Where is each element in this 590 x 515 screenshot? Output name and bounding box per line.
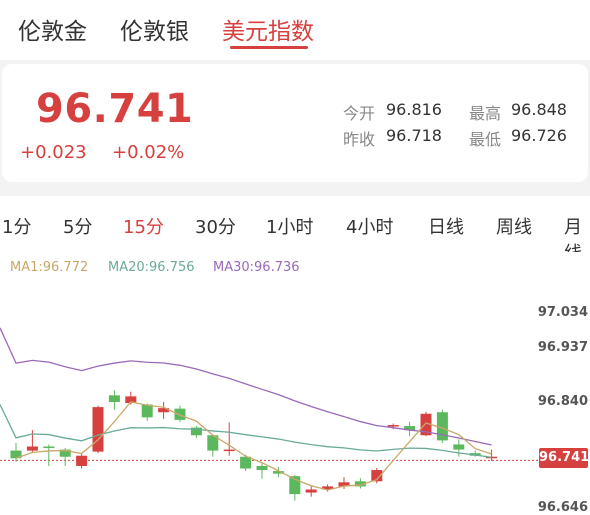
ma20-line [0,404,492,459]
period-15m[interactable]: 15分 [123,217,164,238]
candle-body [76,455,88,466]
candle-body [371,470,383,482]
period-weekly[interactable]: 周线 [496,217,532,238]
candle-body [404,426,416,431]
candle-body [10,450,22,459]
high-label: 最高 [469,104,502,123]
y-tick-label: 96.840 [537,394,588,409]
ma30-legend: MA30:96.736 [213,260,300,275]
candle-body [92,407,104,452]
open-label: 今开 [343,104,376,123]
prev-close-value: 96.718 [386,126,442,145]
period-daily[interactable]: 日线 [428,217,464,238]
ma1-line [15,401,492,491]
candle-body [436,412,448,441]
candle-body [256,465,268,471]
candle-body [190,427,202,436]
candle-body [289,476,301,495]
candle-body [354,481,366,487]
candle-body [108,395,120,402]
tab-london-gold[interactable]: 伦敦金 [18,19,87,45]
candle-body [338,482,350,487]
price-change: +0.023 [20,142,87,163]
candle-body [26,446,38,451]
candle-body [322,486,334,490]
candle-body [43,446,55,449]
low-value: 96.726 [511,126,567,145]
open-value: 96.816 [386,100,442,119]
y-tick-label: 97.034 [537,305,588,320]
candle-body [240,456,252,469]
tab-london-silver[interactable]: 伦敦银 [120,19,189,45]
ma20-legend: MA20:96.756 [108,260,195,275]
candle-body [387,425,399,427]
candle-body [272,471,284,474]
high-value: 96.848 [511,100,567,119]
candle-body [420,413,432,436]
candle-body [59,449,71,457]
prev-close-label: 昨收 [343,130,376,149]
candle-body [141,404,153,418]
period-5m[interactable]: 5分 [63,217,93,238]
tab-dollar-index[interactable]: 美元指数 [222,19,314,45]
candle-body [486,456,498,459]
candle-body [158,408,170,413]
candle-body [174,408,186,420]
ma30-line [0,327,492,446]
last-price-tag: 96.741 [539,448,589,468]
y-tick-label: 96.937 [537,340,588,355]
y-tick-label: 96.646 [537,500,588,515]
current-price: 96.741 [36,86,194,132]
period-1m[interactable]: 1分 [2,217,32,238]
price-change-percent: +0.02% [112,142,185,163]
active-tab-underline [230,46,308,49]
period-4h[interactable]: 4小时 [346,217,394,238]
ma1-legend: MA1:96.772 [10,260,89,275]
candle-body [305,489,317,493]
period-tabs: 1分 5分 15分 30分 1小时 4小时 日线 周线 月线 [0,196,590,264]
low-label: 最低 [469,130,502,149]
period-30m[interactable]: 30分 [195,217,236,238]
period-1h[interactable]: 1小时 [266,217,314,238]
kline-svg [0,327,538,501]
candle-body [207,435,219,451]
kline-chart[interactable]: MA1:96.772 MA20:96.756 MA30:96.736 97.03… [0,252,590,515]
quote-card: 96.741 +0.023 +0.02% 今开 96.816 最高 96.848… [2,64,588,182]
candle-body [453,444,465,450]
candle-body [223,449,235,452]
instrument-tabs: 伦敦金 伦敦银 美元指数 [0,0,590,60]
candle-body [125,396,137,404]
